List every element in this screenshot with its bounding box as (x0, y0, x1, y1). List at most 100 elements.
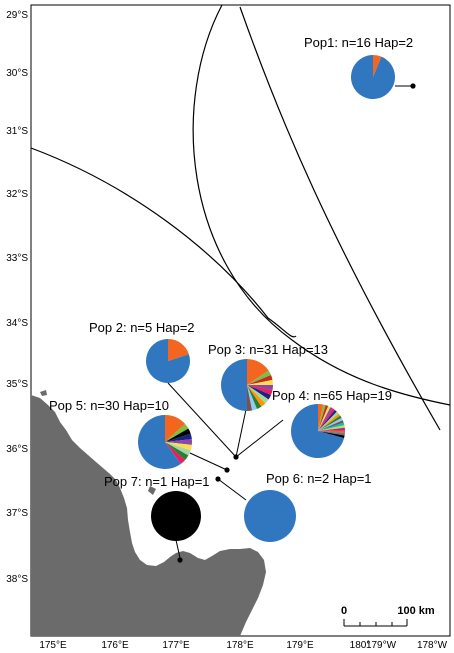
pie-slice (165, 415, 186, 442)
longitude-labels: 175°E 176°E 177°E 178°E 179°E 180° 179°W… (39, 640, 447, 651)
pop-label-pop3: Pop 3: n=31 Hap=13 (208, 342, 328, 357)
scale-start-label: 0 (341, 605, 347, 617)
pie-slice (165, 442, 192, 451)
leader-line-pop7 (175, 539, 181, 559)
leader-lines (167, 85, 413, 559)
leader-line-pop4 (235, 419, 284, 458)
pie-slice (247, 385, 272, 400)
lon-label: 178°E (226, 640, 254, 651)
scale-end-label: 100 km (397, 605, 435, 617)
pie-slice (247, 379, 273, 385)
latitude-labels: 29°S 30°S 31°S 32°S 33°S 34°S 35°S 36°S … (6, 10, 28, 585)
pie-chart-pop6 (244, 490, 296, 542)
pie-chart-pop3 (221, 359, 273, 411)
lat-label: 35°S (6, 379, 28, 390)
lon-label: 177°E (162, 640, 190, 651)
pie-slice (318, 405, 329, 431)
pie-chart-pop1 (350, 55, 395, 99)
pie-slice (350, 55, 395, 99)
population-labels: Pop1: n=16 Hap=2 Pop 2: n=5 Hap=2 Pop 3:… (49, 35, 413, 489)
pie-slice (168, 339, 189, 361)
lat-label: 32°S (6, 189, 28, 200)
lat-label: 33°S (6, 253, 28, 264)
leader-line-pop2 (167, 382, 237, 458)
lat-label: 29°S (6, 10, 28, 21)
leader-line-pop6 (217, 478, 247, 501)
lon-label: 178°W (417, 640, 448, 651)
pie-chart-pop2 (145, 339, 190, 383)
pie-slice (318, 420, 344, 431)
pie-slice (165, 423, 189, 442)
pie-slice (318, 404, 324, 431)
site-marker-pop6 (215, 476, 221, 482)
pie-slice (318, 415, 342, 431)
pie-slice (318, 407, 333, 431)
pie-slice (247, 385, 269, 404)
pie-chart-pop4 (291, 404, 345, 458)
lat-label: 37°S (6, 508, 28, 519)
lon-label: 175°E (39, 640, 67, 651)
pop-label-pop7: Pop 7: n=1 Hap=1 (104, 474, 210, 489)
lat-label: 31°S (6, 126, 28, 137)
lon-label: 180° (350, 640, 371, 651)
pie-chart-pop7 (151, 491, 201, 541)
pop-label-pop6: Pop 6: n=2 Hap=1 (266, 471, 372, 486)
pie-slice (247, 375, 273, 385)
pie-slice (247, 385, 253, 411)
pie-slice (318, 417, 343, 431)
lat-label: 30°S (6, 68, 28, 79)
pie-slice (247, 370, 272, 385)
pie-slice (318, 405, 331, 431)
pie-slice (318, 408, 335, 431)
pie-slice (318, 413, 341, 431)
pie-slice (247, 385, 257, 411)
lon-label: 179°E (286, 640, 314, 651)
pie-slice (165, 428, 191, 442)
pie-slice (318, 431, 345, 436)
site-marker-pop1 (410, 83, 416, 89)
pie-slice (318, 431, 345, 439)
pie-slice (165, 439, 193, 445)
leader-line-pop5 (189, 452, 228, 471)
pop-label-pop2: Pop 2: n=5 Hap=2 (89, 320, 195, 335)
pie-slice (318, 404, 326, 431)
pop-label-pop4: Pop 4: n=65 Hap=19 (272, 388, 392, 403)
pie-slice (318, 422, 345, 431)
pie-slice (137, 415, 181, 470)
scale-bar (343, 619, 408, 627)
pie-slice (247, 385, 266, 407)
pie-slice (165, 433, 192, 442)
site-marker-pop5 (224, 467, 230, 473)
pie-slice (318, 427, 345, 431)
pie-slice (318, 425, 345, 431)
lon-label: 179°W (366, 640, 397, 651)
site-marker-pop7 (177, 557, 183, 563)
pie-slice (373, 55, 382, 77)
pie-slice (247, 385, 273, 391)
pie-chart-pop5 (137, 415, 193, 470)
pie-slice (145, 339, 190, 383)
pie-slice (291, 404, 345, 458)
pie-slice (165, 442, 191, 456)
pie-slice (247, 385, 273, 395)
pie-slice (247, 359, 269, 385)
pie-slice (318, 409, 337, 431)
pie-slice (318, 411, 339, 431)
eez-boundary (30, 4, 451, 431)
pie-slice (151, 491, 201, 541)
pie-slice (221, 359, 247, 411)
pop-label-pop5: Pop 5: n=30 Hap=10 (49, 398, 169, 413)
lon-label: 176°E (101, 640, 129, 651)
lat-label: 38°S (6, 574, 28, 585)
lat-label: 36°S (6, 444, 28, 455)
pie-slice (165, 442, 186, 464)
pie-slice (318, 430, 345, 433)
site-marker-pop2-4 (233, 454, 239, 460)
pie-slice (247, 385, 262, 410)
lat-label: 34°S (6, 318, 28, 329)
pie-slice (165, 442, 189, 461)
sample-sites (177, 83, 416, 563)
pie-slice (244, 490, 296, 542)
pop-label-pop1: Pop1: n=16 Hap=2 (304, 35, 413, 50)
